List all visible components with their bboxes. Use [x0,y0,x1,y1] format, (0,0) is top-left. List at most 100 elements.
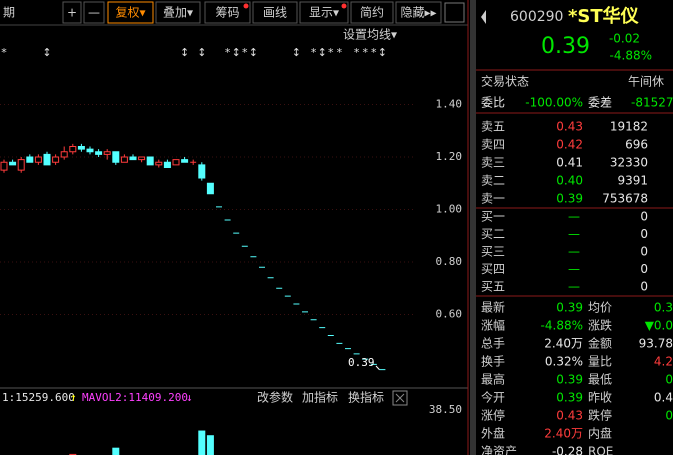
stat-label: 最高 [481,372,505,387]
event-mark: ↕ [249,46,258,59]
stat-value: 4.2 [654,355,673,369]
candle-body [138,156,146,161]
indicator-button[interactable]: 加指标 [302,390,338,405]
event-mark: * [362,46,368,59]
stat-label: 换手 [481,355,505,369]
stat-label: 最新 [481,300,505,315]
ask-price: 0.40 [556,174,583,188]
stat-value: 0.4 [654,391,673,405]
candle-body [95,151,103,155]
alert-dot [243,3,249,9]
ask-price: 0.39 [556,192,583,206]
close-icon[interactable] [392,390,408,406]
event-mark: * [337,46,343,59]
bid-volume: 0 [640,227,648,241]
bid-volume: 0 [640,262,648,276]
bid-volume: 0 [640,245,648,259]
event-mark: * [225,46,231,59]
stat-value: -4.88% [541,319,583,333]
stat-value: 2.40万 [544,427,583,441]
toolbar-label[interactable]: 复权▾ [115,6,145,20]
candle-body [155,161,163,166]
stat-value: ▼0.0 [645,319,673,333]
candle-body [77,146,85,150]
candle-body [52,156,60,163]
toolbar-label[interactable]: 画线 [263,6,287,20]
toolbar-button[interactable] [62,1,82,24]
bid-volume: 0 [640,210,648,224]
bid-price: — [568,227,580,241]
stat-value: -0.28 [552,445,583,455]
stat-label: 金额 [588,336,612,351]
last-price-pointer [375,365,380,370]
event-mark: ↕ [378,46,387,59]
ask-label: 卖四 [481,138,505,152]
price-change: -0.02 [609,32,640,46]
toolbar-button[interactable] [83,1,105,24]
ask-volume: 9391 [617,174,648,188]
candle-body [17,159,25,171]
candle-body [69,146,77,153]
toolbar-button[interactable] [155,1,201,24]
event-mark: * [354,46,360,59]
toolbar-button[interactable] [299,1,349,24]
status-value: 午间休 [628,75,664,89]
stat-label: 内盘 [588,426,612,441]
toolbar-button[interactable] [395,1,442,24]
toolbar-label[interactable]: 简约 [360,5,384,20]
toolbar-label[interactable]: 期 [3,6,15,20]
candle-body [129,156,137,161]
event-mark: ↕ [292,46,301,59]
toolbar-button[interactable] [252,1,298,24]
ma-setting[interactable]: 设置均线▾ [343,28,397,42]
candle-body [0,161,8,171]
stat-value: 2.40万 [544,337,583,351]
stat-label: 跌停 [588,408,612,423]
stat-label: ROE [588,445,613,455]
event-mark: * [311,46,317,59]
event-mark: * [328,46,334,59]
event-mark: ↕ [180,46,189,59]
order-ratio: 委差 [588,96,612,110]
toolbar-button[interactable] [350,1,394,24]
bid-volume: 0 [640,280,648,294]
toolbar-label[interactable]: + [67,6,77,20]
price-change-pct: -4.88% [610,49,652,63]
toolbar-label[interactable]: — [88,6,100,20]
volume-bar [206,435,214,455]
toolbar-label[interactable]: 筹码 [215,6,239,20]
ask-label: 卖五 [481,120,505,134]
back-arrow[interactable] [481,10,486,24]
fullscreen-icon[interactable] [444,2,465,23]
bid-label: 买二 [481,227,505,241]
stat-label: 总手 [481,337,505,351]
volume-axis-label: 38.50 [429,403,462,416]
candle-body [103,151,111,155]
volume-bar [198,430,206,455]
scrollbar[interactable] [470,0,476,455]
stat-label: 均价 [588,301,612,315]
stat-value: 0.39 [556,301,583,315]
toolbar-label[interactable]: 显示▾ [309,6,339,20]
last-price-label: 0.39 [348,356,375,369]
stat-value: 0.3 [654,301,673,315]
toolbar-label[interactable]: 隐藏▸▸ [400,6,436,20]
stat-value: 0.39 [556,391,583,405]
toolbar-button[interactable] [204,1,251,24]
volume-legend: MAVOL2:11409.200 [82,391,188,404]
bid-label: 买一 [481,210,505,224]
toolbar-button[interactable] [107,1,154,24]
indicator-button[interactable]: 换指标 [348,390,384,405]
indicator-button[interactable]: 改参数 [257,390,293,405]
toolbar-label[interactable]: 叠加▾ [163,6,193,20]
bid-price: — [568,245,580,259]
stat-label: 外盘 [481,426,505,441]
candle-body [206,182,214,195]
candle-body [146,156,154,166]
y-tick-label: 1.20 [436,150,463,163]
candle-body [181,159,189,163]
candle-body [9,161,17,166]
ask-price: 0.43 [556,120,583,134]
y-tick-label: 0.80 [436,255,463,268]
